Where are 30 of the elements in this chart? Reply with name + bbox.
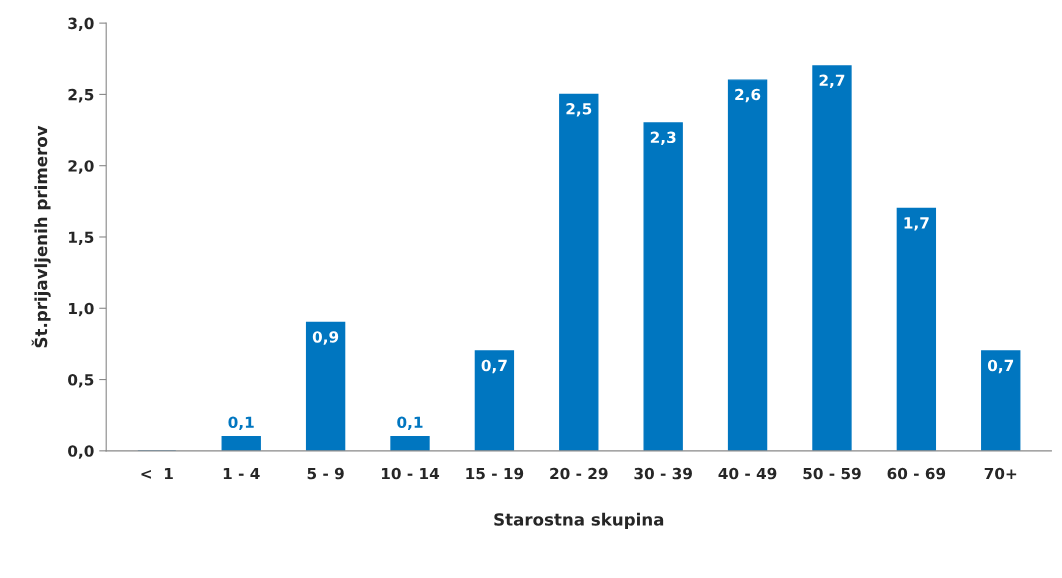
x-tick-label: 70+ (984, 467, 1017, 480)
y-tick-label: 3,0 (68, 17, 94, 32)
x-tick-label: 15 - 19 (466, 467, 524, 480)
y-tick-label: 2,0 (68, 160, 94, 174)
data-label: 2,7 (819, 74, 845, 88)
data-label: 0,1 (228, 416, 254, 431)
data-label: 0,9 (312, 331, 339, 345)
y-axis-title: Št.prijavljenih primerov (31, 125, 51, 348)
data-label: 0,7 (481, 359, 507, 374)
y-tick-label: 1,5 (69, 231, 94, 245)
y-tick-label: 2,5 (68, 88, 94, 103)
data-label: 0,7 (987, 359, 1014, 374)
x-axis-title: Starostna skupina (494, 512, 664, 529)
x-tick-label: 1 - 4 (223, 467, 260, 480)
data-label: 0,1 (397, 416, 423, 431)
y-tick-label: 0,5 (68, 374, 94, 388)
x-tick-label: 20 - 29 (550, 467, 608, 480)
data-label: 2,5 (566, 103, 592, 117)
x-tick-label: < 1 (141, 467, 173, 480)
x-tick-label: 40 - 49 (718, 467, 777, 480)
x-tick-label: 60 - 69 (887, 467, 946, 480)
data-label: 2,6 (735, 88, 761, 103)
data-label: 1,7 (904, 217, 929, 231)
data-label: 2,3 (650, 131, 676, 146)
x-tick-label: 30 - 39 (634, 467, 692, 480)
y-tick-label: 0,0 (68, 445, 94, 459)
x-tick-label: 50 - 59 (803, 467, 861, 480)
y-tick-label: 1,0 (69, 302, 94, 317)
x-tick-label: 5 - 9 (307, 467, 344, 480)
x-tick-label: 10 - 14 (381, 467, 440, 480)
